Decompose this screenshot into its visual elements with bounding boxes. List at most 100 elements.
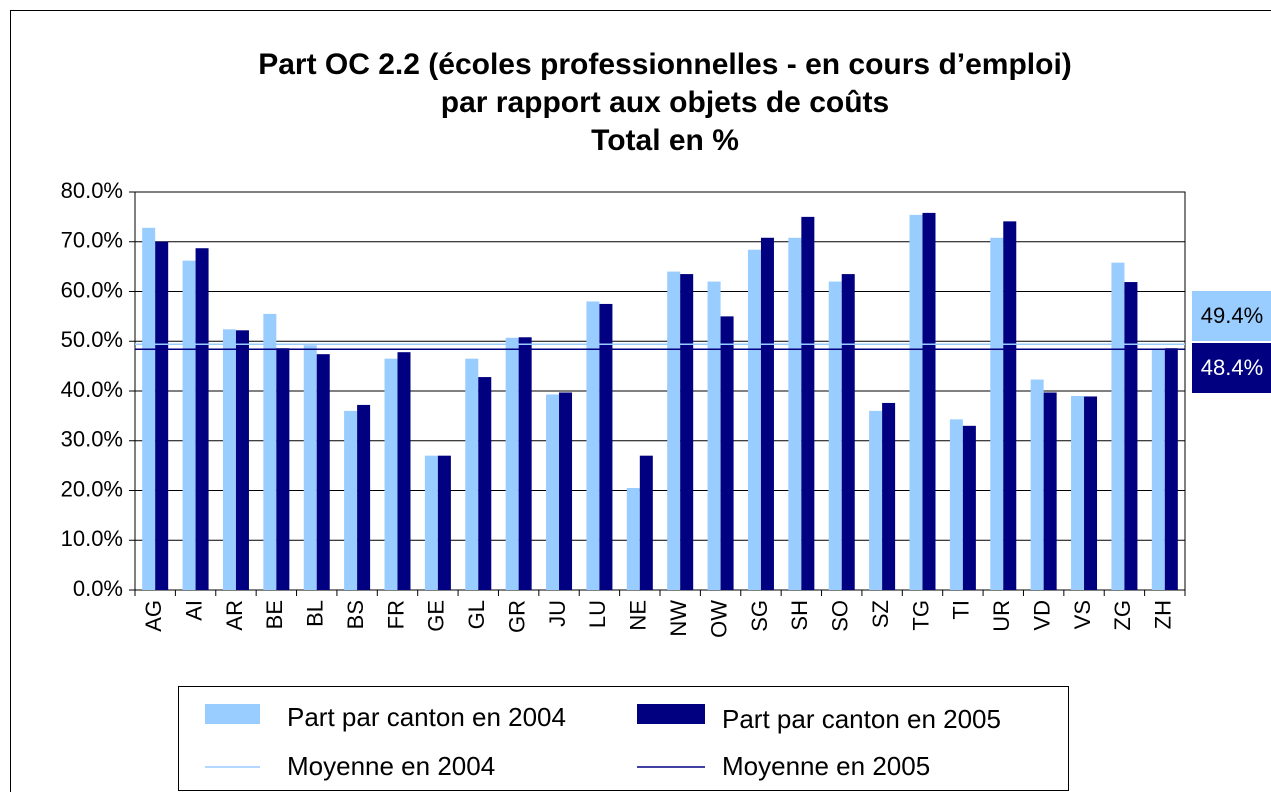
bar	[518, 337, 532, 590]
legend	[178, 686, 1069, 791]
bar	[599, 303, 613, 590]
x-tick-label: VD	[1029, 600, 1054, 631]
bar	[962, 425, 976, 590]
average-label: 49.4%	[1201, 303, 1263, 328]
x-tick-label: JU	[545, 600, 570, 627]
y-tick-label: 20.0%	[61, 476, 123, 501]
x-tick-label: SG	[747, 600, 772, 632]
x-tick-label: GE	[424, 600, 449, 632]
bar	[1030, 379, 1044, 590]
bar	[182, 260, 196, 590]
bar	[788, 237, 802, 590]
x-tick-label: VS	[1070, 600, 1095, 629]
x-tick-label: NE	[626, 600, 651, 631]
bar	[235, 330, 249, 590]
bar	[478, 377, 492, 590]
bar	[142, 227, 156, 590]
bar	[397, 352, 411, 590]
bar	[639, 455, 653, 590]
x-tick-label: FR	[383, 600, 408, 629]
bar	[195, 248, 209, 590]
bar	[909, 214, 923, 590]
bar	[155, 241, 169, 590]
y-tick-label: 50.0%	[61, 327, 123, 352]
bar	[949, 419, 963, 590]
bar	[384, 358, 398, 590]
bar	[922, 212, 936, 590]
bar	[1084, 396, 1098, 590]
x-tick-label: OW	[706, 600, 731, 638]
y-tick-label: 30.0%	[61, 427, 123, 452]
legend-label: Moyenne en 2005	[722, 751, 930, 781]
average-label-box	[1192, 343, 1271, 393]
y-tick-label: 0.0%	[73, 576, 123, 601]
bar	[626, 488, 640, 590]
x-tick-label: SO	[828, 600, 853, 632]
bar	[841, 274, 855, 590]
x-tick-label: TI	[949, 600, 974, 620]
chart-subtitle: Total en %	[591, 124, 739, 157]
bar	[437, 455, 451, 590]
legend-swatch	[637, 704, 705, 724]
x-tick-label: TG	[908, 600, 933, 631]
bar	[1003, 221, 1017, 591]
x-tick-label: GR	[504, 600, 529, 633]
bar	[559, 392, 573, 590]
bar	[1043, 392, 1057, 590]
bar	[505, 337, 519, 590]
y-tick-label: 40.0%	[61, 377, 123, 402]
bar	[1111, 262, 1125, 590]
x-tick-label: BE	[262, 600, 287, 629]
x-tick-label: UR	[989, 600, 1014, 632]
x-tick-label: SH	[787, 600, 812, 631]
x-tick-label: BL	[303, 600, 328, 627]
chart-title: Part OC 2.2 (écoles professionnelles - e…	[258, 48, 1072, 81]
bar	[990, 237, 1004, 590]
x-tick-label: AR	[222, 600, 247, 631]
bar	[263, 313, 277, 590]
x-tick-label: SZ	[868, 600, 893, 628]
y-tick-label: 10.0%	[61, 526, 123, 551]
legend-label: Part par canton en 2005	[722, 704, 1001, 734]
x-tick-label: AI	[181, 600, 206, 621]
bar	[586, 301, 600, 590]
x-tick-label: NW	[666, 600, 691, 637]
average-label-box	[1192, 291, 1271, 341]
y-tick-label: 70.0%	[61, 228, 123, 253]
bar	[357, 404, 371, 590]
average-label: 48.4%	[1201, 355, 1263, 380]
bar	[316, 354, 330, 590]
bar	[760, 237, 774, 590]
bar	[1124, 282, 1138, 590]
bar	[1071, 395, 1085, 590]
bar	[344, 410, 358, 590]
chart-subtitle: par rapport aux objets de coûts	[441, 86, 889, 119]
legend-label: Part par canton en 2004	[287, 702, 566, 732]
bar	[828, 281, 842, 590]
bar	[869, 410, 883, 590]
bar	[1151, 349, 1165, 590]
y-tick-label: 80.0%	[61, 178, 123, 203]
bar	[1164, 348, 1178, 590]
bar	[276, 348, 290, 590]
bar	[680, 274, 694, 590]
bar	[667, 271, 681, 590]
x-tick-label: AG	[141, 600, 166, 632]
x-tick-label: ZG	[1110, 600, 1135, 631]
legend-label: Moyenne en 2004	[287, 751, 495, 781]
bar	[882, 402, 896, 590]
x-tick-label: ZH	[1151, 600, 1176, 629]
legend-swatch	[205, 704, 260, 724]
bar	[801, 216, 815, 590]
bar	[465, 358, 479, 590]
x-tick-label: GL	[464, 600, 489, 629]
bar	[303, 345, 317, 590]
y-tick-label: 60.0%	[61, 277, 123, 302]
bar	[424, 455, 438, 590]
bar	[546, 394, 560, 590]
x-tick-label: BS	[343, 600, 368, 629]
bar	[222, 329, 236, 590]
bar	[720, 316, 734, 590]
bar	[747, 249, 761, 590]
